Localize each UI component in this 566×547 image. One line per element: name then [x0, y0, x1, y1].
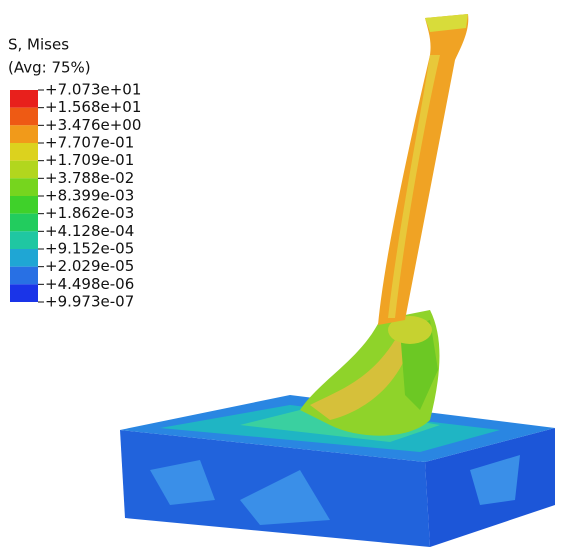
legend-label: +1.862e-03: [45, 204, 134, 222]
legend-label: +4.498e-06: [45, 275, 134, 293]
legend-title: S, Mises: [8, 36, 69, 54]
legend-label: +3.476e+00: [45, 116, 141, 134]
legend-swatch: [10, 161, 38, 179]
legend-swatch: [10, 249, 38, 267]
legend-swatch: [10, 267, 38, 285]
legend-label: +9.152e-05: [45, 240, 134, 258]
legend-swatch: [10, 284, 38, 302]
legend-label: +4.128e-04: [45, 222, 134, 240]
legend-label: +9.973e-07: [45, 293, 134, 311]
legend-label: +8.399e-03: [45, 187, 134, 205]
legend-swatch: [10, 143, 38, 161]
foot: [300, 310, 439, 436]
legend-label: +1.709e-01: [45, 151, 134, 169]
legend-swatch: [10, 90, 38, 108]
legend-swatch: [10, 108, 38, 126]
legend-swatch: [10, 231, 38, 249]
tibia: [378, 14, 468, 325]
legend-swatch: [10, 196, 38, 214]
contour-plot: S, Mises (Avg: 75%) +7.073e+01+1.568e+01…: [0, 0, 566, 547]
legend-label: +7.707e-01: [45, 134, 134, 152]
viewport: S, Mises (Avg: 75%) +7.073e+01+1.568e+01…: [0, 0, 566, 547]
legend-swatch: [10, 125, 38, 143]
legend-subtitle: (Avg: 75%): [8, 59, 91, 77]
legend-label: +2.029e-05: [45, 257, 134, 275]
legend-swatch: [10, 178, 38, 196]
legend-swatch: [10, 214, 38, 232]
legend-label: +3.788e-02: [45, 169, 134, 187]
legend-label: +1.568e+01: [45, 98, 141, 116]
legend-label: +7.073e+01: [45, 81, 141, 99]
legend: +7.073e+01+1.568e+01+3.476e+00+7.707e-01…: [10, 81, 141, 311]
